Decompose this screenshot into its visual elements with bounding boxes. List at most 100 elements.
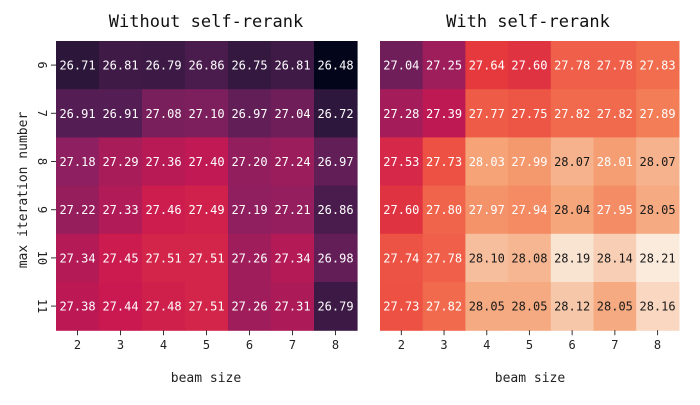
left-x-tick-label: 5 (203, 338, 210, 352)
right-heatmap-value: 28.10 (469, 251, 505, 265)
left-heatmap-cell (271, 89, 315, 138)
left-heatmap-cell (56, 185, 100, 235)
right-heatmap-cell (422, 282, 466, 331)
right-heatmap-cell (422, 89, 466, 138)
left-heatmap-cell (314, 233, 358, 283)
right-heatmap-cell (422, 137, 466, 187)
left-heatmap-cell (185, 137, 229, 187)
right-heatmap-value: 28.03 (469, 155, 505, 169)
right-x-tick-label: 7 (611, 338, 618, 352)
right-heatmap-cell (380, 233, 424, 283)
left-heatmap-cell (271, 233, 315, 283)
right-heatmap-value: 28.08 (511, 251, 547, 265)
left-heatmap-value: 26.91 (59, 107, 95, 121)
right-heatmap-value: 27.99 (511, 155, 547, 169)
left-heatmap-cell (314, 41, 358, 90)
left-heatmap-value: 27.44 (102, 300, 138, 314)
left-heatmap-value: 27.18 (59, 155, 95, 169)
right-heatmap-value: 27.97 (469, 203, 505, 217)
right-heatmap-value: 28.05 (639, 203, 675, 217)
right-heatmap-value: 27.25 (426, 59, 462, 73)
left-heatmap-value: 27.24 (274, 155, 310, 169)
left-heatmap-cell (142, 137, 186, 187)
right-heatmap-value: 27.82 (554, 107, 590, 121)
right-heatmap-value: 27.80 (426, 203, 462, 217)
left-heatmap-value: 26.91 (102, 107, 138, 121)
left-heatmap-cell (314, 137, 358, 187)
left-chart-title: Without self-rerank (109, 12, 303, 32)
left-heatmap-value: 27.22 (59, 203, 95, 217)
left-heatmap-cell (99, 233, 143, 283)
right-heatmap-value: 27.73 (383, 300, 419, 314)
left-y-tick-label: 11 (35, 299, 49, 313)
left-heatmap-value: 27.33 (102, 203, 138, 217)
left-heatmap-value: 27.29 (102, 155, 138, 169)
left-heatmap-value: 27.08 (145, 107, 181, 121)
right-x-tick-label: 4 (483, 338, 490, 352)
right-heatmap-cell (465, 89, 509, 138)
left-y-tick-label: 8 (35, 158, 49, 165)
left-heatmap-value: 26.97 (317, 155, 353, 169)
right-heatmap-cell (380, 282, 424, 331)
right-x-tick-label: 3 (440, 338, 447, 352)
left-y-tick-label: 6 (35, 61, 49, 68)
left-heatmap-value: 27.10 (188, 107, 224, 121)
left-heatmap-value: 27.38 (59, 300, 95, 314)
right-heatmap-cell (593, 233, 637, 283)
right-heatmap-cell (380, 41, 424, 90)
left-heatmap-value: 27.31 (274, 300, 310, 314)
left-heatmap-value: 27.46 (145, 203, 181, 217)
left-heatmap-cell (56, 137, 100, 187)
right-heatmap-value: 28.21 (639, 251, 675, 265)
left-heatmap-value: 27.49 (188, 203, 224, 217)
left-heatmap-cell (142, 89, 186, 138)
right-heatmap-cell (465, 282, 509, 331)
right-heatmap-value: 27.64 (469, 59, 505, 73)
right-heatmap-value: 27.94 (511, 203, 547, 217)
left-heatmap-value: 26.48 (317, 59, 353, 73)
right-heatmap-cell (380, 185, 424, 235)
left-heatmap-value: 26.86 (188, 59, 224, 73)
right-heatmap-cell (550, 89, 595, 138)
right-heatmap-cell (422, 233, 466, 283)
right-heatmap-cell (593, 41, 637, 90)
left-heatmap-cell (271, 137, 315, 187)
left-heatmap-cell (99, 137, 143, 187)
right-heatmap-cell (508, 137, 552, 187)
right-heatmap-value: 27.73 (426, 155, 462, 169)
left-heatmap-cell (185, 282, 229, 331)
y-axis-label: max iteration number (16, 112, 31, 269)
left-heatmap-cell (271, 282, 315, 331)
left-heatmap-value: 27.19 (231, 203, 267, 217)
right-heatmap-cell (636, 233, 680, 283)
right-heatmap-value: 27.78 (426, 251, 462, 265)
right-heatmap-cell (465, 185, 509, 235)
left-y-tick-label: 10 (35, 251, 49, 265)
left-heatmap-value: 27.04 (274, 107, 310, 121)
right-heatmap-cell (508, 185, 552, 235)
left-x-tick-label: 4 (160, 338, 167, 352)
right-heatmap-value: 27.53 (383, 155, 419, 169)
right-heatmap-cell (593, 89, 637, 138)
right-heatmap-value: 28.16 (639, 300, 675, 314)
left-heatmap-cell (56, 233, 100, 283)
left-heatmap-value: 27.26 (231, 300, 267, 314)
left-heatmap-value: 27.26 (231, 251, 267, 265)
right-heatmap-cell (508, 89, 552, 138)
right-heatmap-value: 27.78 (597, 59, 633, 73)
right-heatmap-value: 27.60 (511, 59, 547, 73)
right-heatmap-cell (593, 137, 637, 187)
right-heatmap-cell (550, 185, 595, 235)
left-heatmap-value: 27.40 (188, 155, 224, 169)
right-heatmap-value: 28.01 (597, 155, 633, 169)
right-heatmap-value: 27.28 (383, 107, 419, 121)
right-heatmap-value: 27.82 (597, 107, 633, 121)
right-heatmap-cell (550, 137, 595, 187)
left-heatmap-value: 27.21 (274, 203, 310, 217)
left-heatmap-value: 27.20 (231, 155, 267, 169)
right-heatmap-cell (508, 233, 552, 283)
left-heatmap-cell (185, 89, 229, 138)
right-heatmap-value: 27.89 (639, 107, 675, 121)
left-y-tick-label: 7 (35, 110, 49, 117)
